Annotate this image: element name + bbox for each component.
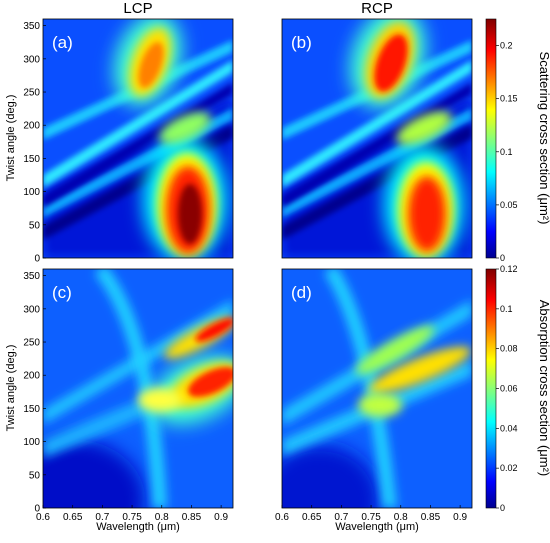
y-tick-label: 150 <box>23 154 40 165</box>
x-tick-label: 0.75 <box>361 512 381 523</box>
panel-label: (a) <box>52 33 73 52</box>
heatmap-hotspot <box>374 34 408 92</box>
heatmap-hotspot-ring <box>138 388 182 412</box>
colorbar-scattering <box>485 18 497 259</box>
heatmap-dark-stripe <box>282 82 472 208</box>
colorbar-tick-label: 0.1 <box>500 147 513 157</box>
axis-ticks: 0 50 100 150 200 250 300 350 0 50 100 150 200 250 300 3… <box>23 21 467 523</box>
panel-frame <box>42 18 234 259</box>
heatmap-low-region <box>282 445 380 508</box>
y-tick-label: 250 <box>23 88 40 99</box>
heatmap-hotspot <box>138 42 164 88</box>
panel-frame <box>281 268 473 509</box>
y-tick-label: 50 <box>29 470 41 481</box>
x-tick-label: 0.9 <box>214 512 228 523</box>
y-tick-label: 250 <box>23 338 40 349</box>
xlabel-right: Wavelength (μm) <box>335 521 419 533</box>
heatmap-band <box>43 60 233 188</box>
x-tick-label: 0.9 <box>453 512 467 523</box>
x-tick-label: 0.7 <box>334 512 348 523</box>
heatmap-hotspot-ring <box>159 111 211 145</box>
x-tick-label: 0.75 <box>122 512 142 523</box>
colorbar-tick-label: 0 <box>500 253 505 263</box>
column-title-lcp: LCP <box>123 0 152 17</box>
colorbar-tick-label: 0 <box>500 503 505 513</box>
heatmap-panel-c <box>43 269 233 508</box>
heatmap-band <box>94 269 167 508</box>
heatmap-hotspot <box>195 318 233 342</box>
x-tick-label: 0.6 <box>36 512 50 523</box>
colorbar-tick-label: 0.06 <box>500 384 518 394</box>
y-tick-label: 200 <box>23 371 40 382</box>
y-tick-label: 350 <box>23 21 40 32</box>
heatmap-hotspot <box>187 367 233 397</box>
x-tick-label: 0.65 <box>302 512 322 523</box>
heatmap-hotspot-ring <box>355 325 435 375</box>
ylabel-bottom: Twist angle (deg.) <box>5 345 17 432</box>
heatmap-hotspot <box>408 176 446 252</box>
heatmap-dark-stripe <box>43 82 233 208</box>
panel-label: (b) <box>291 33 312 52</box>
ylabel-top: Twist angle (deg.) <box>5 95 17 182</box>
colorbar-tick-label: 0.02 <box>500 463 518 473</box>
y-tick-label: 300 <box>23 304 40 315</box>
heatmap-hotspot-ring <box>368 346 472 394</box>
colorbar-absorption <box>485 268 497 509</box>
x-tick-label: 0.8 <box>155 512 169 523</box>
xlabel-left: Wavelength (μm) <box>96 521 180 533</box>
colorbar-ticks: 0 0.05 0.1 0.15 0.2 0 0.02 0.04 0.06 0.08 0.1 0.12 <box>496 41 518 513</box>
y-tick-label: 0 <box>34 504 40 515</box>
y-tick-label: 100 <box>23 437 40 448</box>
y-tick-label: 100 <box>23 187 40 198</box>
heatmap-low-region <box>43 440 145 508</box>
heatmap-hotspot-ring <box>358 393 402 417</box>
panel-label: (c) <box>52 283 72 302</box>
y-tick-label: 300 <box>23 54 40 65</box>
colorbar-label-scattering: Scattering cross section (μm²) <box>537 52 550 225</box>
y-tick-label: 50 <box>29 220 41 231</box>
column-title-rcp: RCP <box>361 0 393 17</box>
panel-frame <box>42 268 234 509</box>
colorbar-tick-label: 0.15 <box>500 94 518 104</box>
heatmap-panel-d <box>282 269 472 508</box>
y-tick-label: 200 <box>23 121 40 132</box>
y-tick-label: 0 <box>34 254 40 265</box>
panel-frame <box>281 18 473 259</box>
x-tick-label: 0.85 <box>182 512 202 523</box>
colorbar-tick-label: 0.12 <box>500 264 518 274</box>
panel-label: (d) <box>291 283 312 302</box>
colorbar-label-absorption: Absorption cross section (μm²) <box>537 300 550 477</box>
heatmap-panel-b <box>282 19 472 258</box>
x-tick-label: 0.65 <box>63 512 83 523</box>
x-tick-label: 0.85 <box>421 512 441 523</box>
y-tick-label: 150 <box>23 404 40 415</box>
heatmap-band <box>282 60 472 188</box>
y-tick-label: 350 <box>23 271 40 282</box>
heatmap-panel-a <box>43 19 233 258</box>
heatmap-hotspot-core <box>178 184 202 244</box>
x-tick-label: 0.6 <box>275 512 289 523</box>
x-tick-label: 0.7 <box>95 512 109 523</box>
colorbar-tick-label: 0.05 <box>500 200 518 210</box>
colorbar-tick-label: 0.1 <box>500 304 513 314</box>
colorbar-tick-label: 0.08 <box>500 344 518 354</box>
heatmap-hotspot-ring <box>396 111 452 145</box>
colorbar-tick-label: 0.04 <box>500 423 518 433</box>
x-tick-label: 0.8 <box>394 512 408 523</box>
colorbar-tick-label: 0.2 <box>500 41 513 51</box>
